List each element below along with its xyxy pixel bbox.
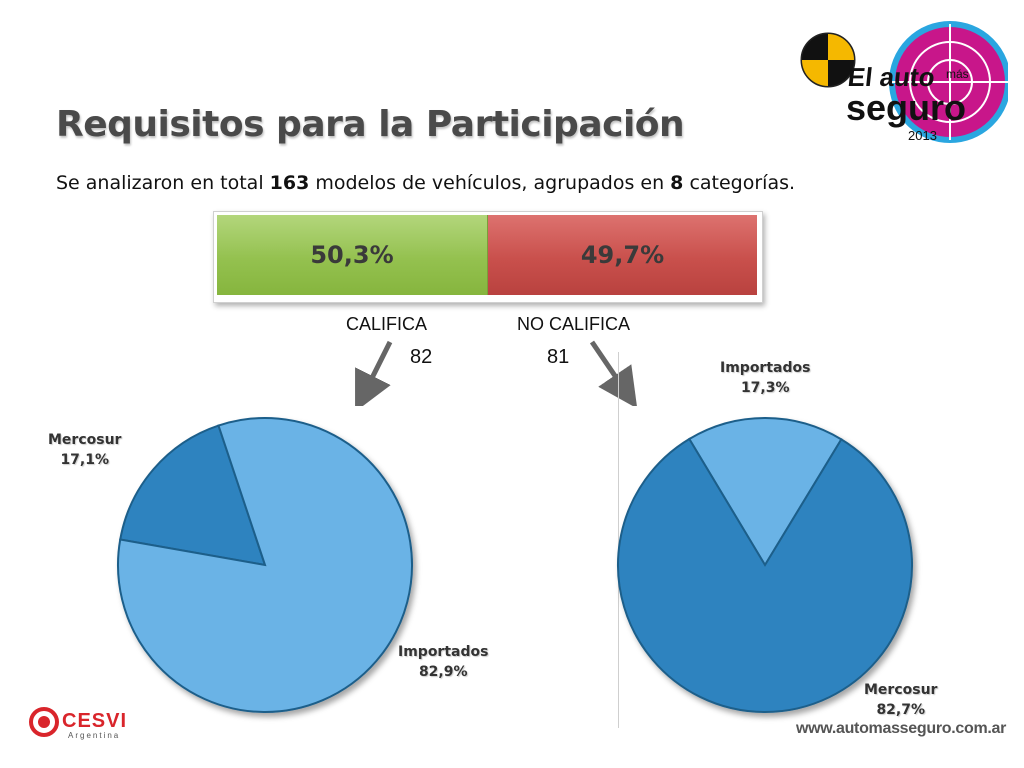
arrow-down-left-icon bbox=[355, 340, 393, 406]
bar-segment-califica: 50,3% bbox=[217, 215, 488, 295]
pie2-label-mercosur: Mercosur 82,7% bbox=[864, 682, 938, 718]
no-califica-count: 81 bbox=[547, 346, 570, 368]
pie1-slice-importados bbox=[117, 417, 413, 713]
event-logo-year: 2013 bbox=[908, 128, 937, 143]
category-count: 8 bbox=[670, 172, 684, 194]
califica-label: CALIFICA bbox=[346, 314, 428, 334]
pie1-label-mercosur: Mercosur 17,1% bbox=[48, 432, 122, 468]
pie2-label-importados: Importados 17,3% bbox=[720, 360, 811, 396]
califica-count: 82 bbox=[410, 346, 433, 368]
event-logo-line1: El auto bbox=[846, 62, 936, 92]
el-auto-mas-seguro-logo: El auto más seguro 2013 bbox=[800, 21, 1008, 143]
pie-no-califica bbox=[617, 417, 913, 713]
cesvi-logo: CESVI Argentina bbox=[29, 707, 127, 740]
event-logo-small: más bbox=[946, 67, 969, 81]
cesvi-sub: Argentina bbox=[68, 731, 120, 740]
pie-califica bbox=[117, 417, 413, 713]
total-models: 163 bbox=[269, 172, 310, 194]
event-logo-line2: seguro bbox=[846, 87, 966, 128]
cesvi-name: CESVI bbox=[62, 710, 127, 732]
stacked-bar-frame bbox=[213, 211, 763, 303]
pie2-slice-importados bbox=[687, 417, 843, 567]
bar-label-califica: 50,3% bbox=[310, 241, 394, 269]
arrow-down-right-icon bbox=[589, 340, 638, 406]
page-title: Requisitos para la Participación bbox=[56, 104, 685, 145]
bar-segment-no-califica: 49,7% bbox=[488, 215, 757, 295]
no-califica-label: NO CALIFICA bbox=[517, 314, 631, 334]
subtitle: Se analizaron en total 163 modelos de ve… bbox=[56, 172, 796, 194]
pie2-slice-mercosur bbox=[617, 437, 913, 713]
pie1-slice-mercosur bbox=[119, 424, 267, 567]
divider-line bbox=[618, 352, 619, 728]
bar-label-no-califica: 49,7% bbox=[580, 241, 665, 269]
website-url[interactable]: www.automasseguro.com.ar bbox=[796, 720, 1007, 737]
pie1-label-importados: Importados 82,9% bbox=[398, 644, 489, 680]
